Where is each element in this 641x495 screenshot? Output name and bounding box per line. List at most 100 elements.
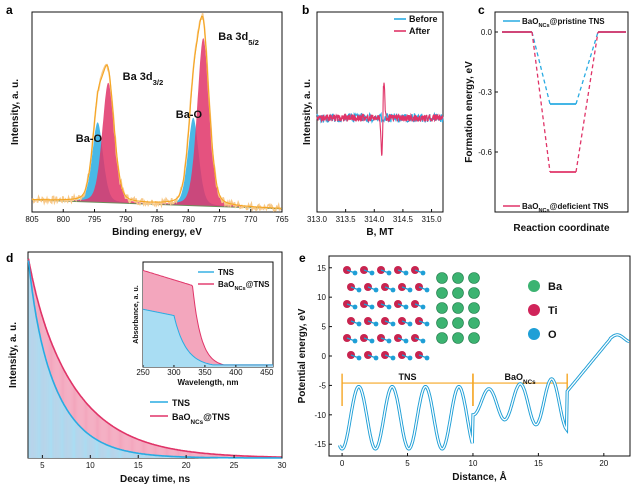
plot-frame-c (494, 11, 629, 213)
ba-atom-4-2 (468, 332, 480, 344)
bond-3-2 (384, 320, 394, 325)
bar-pink-168 (189, 451, 191, 458)
bar-pink-154 (176, 449, 178, 458)
bar-pink-166 (187, 451, 189, 458)
bar-blue-116 (139, 453, 141, 458)
bar-pink-159 (180, 450, 182, 458)
bar-pink-131 (154, 444, 156, 458)
bar-blue-24 (51, 376, 53, 458)
bar-blue-61 (86, 432, 88, 458)
bar-blue-131 (154, 455, 156, 458)
bar-blue-84 (108, 445, 110, 458)
bar-blue-66 (91, 436, 93, 458)
bar-blue-89 (113, 447, 115, 458)
bond-3-3 (401, 320, 411, 325)
bar-pink-62 (87, 404, 89, 458)
bar-blue-118 (141, 453, 143, 458)
bond-0-0 (346, 269, 356, 274)
bar-pink-170 (191, 451, 193, 458)
y-tick-label-e-6: -15 (314, 440, 326, 449)
bar-pink-140 (162, 446, 164, 458)
bar-pink-147 (169, 448, 171, 458)
bar-pink-92 (116, 428, 118, 458)
x-tick-label-d-4: 25 (230, 461, 239, 470)
bar-pink-196 (216, 454, 218, 458)
bar-blue-3 (31, 284, 33, 458)
bar-pink-126 (149, 443, 151, 458)
x-tick-label-d-3: 20 (182, 461, 191, 470)
bar-pink-188 (208, 453, 210, 458)
x-tick-label-a-7: 770 (244, 215, 258, 224)
legend-atom-label-1: Ti (548, 305, 558, 317)
y-tick-label-c-2: -0.6 (478, 148, 492, 157)
bar-pink-189 (209, 453, 211, 458)
bar-blue-121 (144, 454, 146, 458)
legend-atom-label-2: O (548, 329, 557, 341)
bar-blue-103 (127, 451, 129, 458)
bar-blue-81 (106, 444, 108, 458)
bar-pink-178 (199, 452, 201, 458)
bar-blue-6 (34, 304, 36, 458)
ba-atom-2-0 (436, 302, 448, 314)
bar-pink-229 (247, 456, 249, 458)
bar-pink-156 (178, 449, 179, 458)
x-tick-label-b-3: 314.5 (393, 215, 414, 224)
y-tick-label-c-1: -0.3 (478, 88, 492, 97)
bar-pink-212 (231, 455, 233, 458)
bond-4-1 (363, 337, 373, 342)
bar-pink-86 (110, 425, 112, 458)
bar-pink-215 (234, 455, 236, 458)
bar-blue-135 (157, 455, 159, 458)
bar-blue-86 (110, 446, 112, 458)
bar-blue-109 (132, 452, 134, 458)
bar-blue-19 (46, 362, 48, 458)
bar-pink-65 (90, 407, 92, 458)
bar-blue-104 (128, 451, 130, 458)
bar-pink-226 (245, 455, 247, 458)
bar-pink-206 (225, 455, 227, 458)
peak-annotation-3: Ba-O (176, 109, 203, 121)
bar-pink-210 (229, 455, 231, 458)
x-tick-label-e-3: 15 (534, 459, 543, 468)
bar-pink-174 (195, 452, 197, 458)
bar-pink-224 (243, 455, 245, 458)
bar-pink-143 (165, 447, 167, 458)
bar-pink-83 (108, 423, 110, 458)
bar-pink-183 (203, 453, 205, 458)
bar-blue-56 (82, 428, 84, 458)
panel-d: 5 10 15 20 25 30 Decay time, ns Intensity, a. u… (8, 251, 287, 485)
bar-pink-113 (136, 438, 138, 458)
bar-pink-195 (215, 454, 217, 458)
bar-pink-75 (100, 416, 102, 458)
bar-pink-102 (126, 434, 128, 458)
bar-pink-136 (158, 445, 160, 458)
bar-blue-133 (155, 455, 157, 458)
bar-blue-78 (103, 443, 105, 458)
bar-blue-97 (121, 449, 123, 458)
inset-legend-label-1: BaONCs@TNS (218, 280, 270, 292)
bar-pink-181 (201, 453, 203, 458)
bar-pink-167 (188, 451, 190, 458)
x-tick-label-a-4: 785 (150, 215, 164, 224)
bar-blue-127 (150, 454, 152, 458)
x-tick-label-a-0: 805 (25, 215, 39, 224)
bar-blue-28 (55, 386, 57, 458)
bar-pink-200 (220, 454, 222, 458)
y-tick-label-c-0: 0.0 (481, 28, 493, 37)
bar-blue-47 (73, 419, 75, 458)
bar-blue-38 (64, 406, 66, 458)
bar-blue-113 (136, 453, 138, 458)
bar-blue-71 (96, 439, 98, 458)
bar-blue-21 (48, 368, 50, 458)
y-axis-label-e: Potential energy, eV (297, 308, 308, 403)
bar-blue-31 (58, 393, 60, 458)
bar-pink-152 (174, 449, 176, 458)
bar-blue-105 (129, 451, 131, 458)
bar-pink-124 (147, 442, 149, 458)
bar-blue-48 (74, 420, 76, 458)
bar-blue-144 (166, 456, 168, 458)
bar-pink-105 (129, 435, 131, 458)
bar-blue-34 (61, 399, 63, 458)
bar-pink-193 (213, 454, 215, 458)
bar-blue-74 (99, 441, 101, 458)
